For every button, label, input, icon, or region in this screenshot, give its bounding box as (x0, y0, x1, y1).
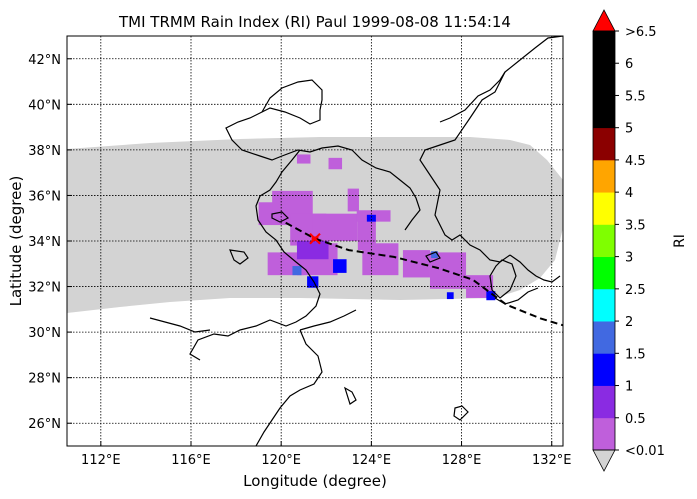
y-tick-label: 36°N (28, 189, 61, 204)
rain-cell (446, 292, 454, 300)
colorbar-segment (593, 353, 615, 386)
y-tick-label: 40°N (28, 98, 61, 113)
colorbar-tick-label: >6.5 (625, 25, 657, 40)
colorbar-segment (593, 159, 615, 193)
typhoon-track (285, 221, 563, 327)
x-tick-labels: 112°E 116°E 120°E 124°E 128°E 132°E (81, 453, 571, 468)
colorbar-tick-label: 2 (625, 315, 633, 330)
colorbar-segment (593, 127, 615, 161)
lat-lon-gridlines (67, 36, 563, 446)
x-tick-label: 120°E (261, 453, 301, 468)
rain-cell (347, 188, 359, 212)
rain-cell (366, 214, 376, 222)
y-tick-label: 28°N (28, 372, 61, 387)
plot-frame (66, 35, 564, 447)
y-tick-labels: 26°N 28°N 30°N 32°N 34°N 36°N 38°N 40°N 42°N (28, 53, 61, 432)
colorbar-tick-label: 0.5 (625, 412, 646, 427)
colorbar-tick-label: 3 (625, 251, 633, 266)
colorbar-extend-min (592, 449, 616, 472)
x-tick-marks (100, 441, 553, 446)
colorbar-tick-labels: <0.01 0.5 1 1.5 2 2.5 3 3.5 4 4.5 5 5.5 6 >6.5 (615, 25, 665, 459)
colorbar-tick-label: 3.5 (625, 218, 646, 233)
rain-cell (296, 241, 329, 260)
x-tick-label: 116°E (171, 453, 211, 468)
colorbar-segment (593, 288, 615, 322)
colorbar-segment (593, 192, 615, 225)
colorbar-tick-label: 5.5 (625, 89, 646, 104)
x-tick-label: 128°E (442, 453, 482, 468)
rain-cell (296, 154, 311, 164)
colorbar-segment (593, 417, 615, 451)
rain-cell (431, 251, 438, 259)
center-marker-stroke (309, 233, 321, 245)
colorbar-tick-label: 6 (625, 57, 633, 72)
y-tick-label: 42°N (28, 53, 61, 68)
chart-title: TMI TRMM Rain Index (RI) Paul 1999-08-08… (118, 13, 511, 31)
rain-cell (292, 266, 302, 276)
y-tick-label: 26°N (28, 417, 61, 432)
colorbar-segment (593, 321, 615, 354)
colorbar-tick-label: 2.5 (625, 283, 646, 298)
colorbar-segment (593, 224, 615, 258)
colorbar-tick-label: <0.01 (625, 444, 665, 459)
x-tick-label: 124°E (352, 453, 392, 468)
y-tick-marks (67, 58, 72, 424)
colorbar-segment (593, 385, 615, 419)
coastline (149, 36, 563, 446)
y-tick-label: 38°N (28, 144, 61, 159)
rain-cell (312, 213, 358, 241)
rain-cell (307, 276, 319, 288)
y-tick-label: 32°N (28, 281, 61, 296)
colorbar-segment (593, 63, 615, 96)
colorbar-tick-label: 5 (625, 122, 633, 137)
x-axis-label: Longitude (degree) (243, 472, 387, 490)
colorbar-tick-label: 4.5 (625, 154, 646, 169)
colorbar-segment (593, 256, 615, 290)
colorbar (592, 9, 616, 472)
colorbar-tick-label: 1 (625, 380, 633, 395)
rain-cell (402, 250, 430, 278)
rain-cells (258, 154, 496, 301)
colorbar-label: RI (672, 234, 688, 248)
y-axis-label: Latitude (degree) (7, 176, 25, 307)
colorbar-tick-label: 4 (625, 186, 633, 201)
y-tick-label: 34°N (28, 235, 61, 250)
x-tick-label: 112°E (81, 453, 121, 468)
colorbar-tick-label: 1.5 (625, 347, 646, 362)
y-tick-label: 30°N (28, 326, 61, 341)
rain-cell (333, 259, 347, 273)
rain-cell (466, 275, 494, 298)
x-tick-label: 132°E (532, 453, 572, 468)
colorbar-frame (592, 30, 616, 451)
map-plot-area (67, 36, 563, 446)
rain-cell (486, 291, 496, 301)
colorbar-segment (593, 31, 615, 64)
colorbar-extend-max (592, 9, 616, 32)
typhoon-center-marker (309, 233, 321, 245)
rain-cell (328, 157, 343, 170)
colorbar-segment (593, 95, 615, 129)
rain-cell (362, 243, 399, 276)
